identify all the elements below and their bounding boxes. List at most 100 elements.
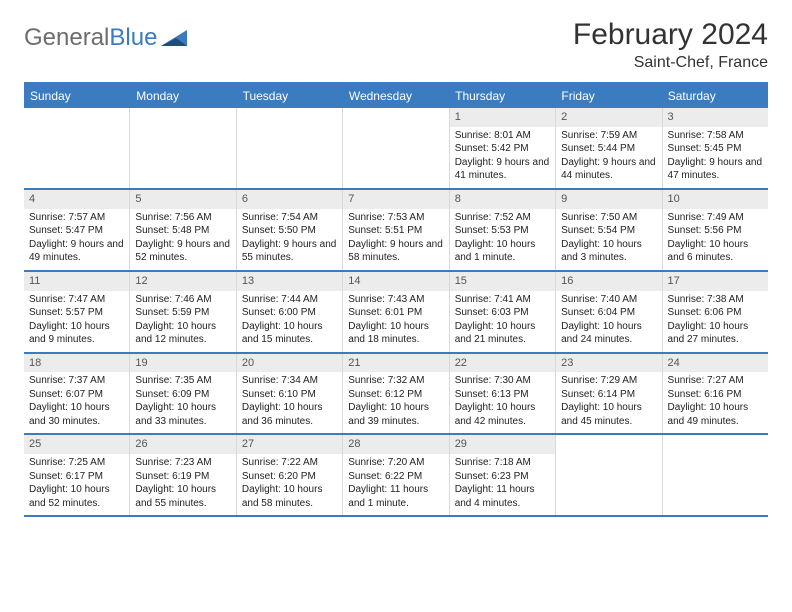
day-number: 11 [24, 272, 129, 291]
sunrise-text: Sunrise: 7:32 AM [348, 374, 443, 388]
daylight-text: Daylight: 10 hours and 6 minutes. [668, 238, 763, 265]
day-number: 8 [450, 190, 555, 209]
day-number: 17 [663, 272, 768, 291]
day-number: 4 [24, 190, 129, 209]
sunset-text: Sunset: 6:01 PM [348, 306, 443, 320]
sunset-text: Sunset: 6:07 PM [29, 388, 124, 402]
sunrise-text: Sunrise: 7:54 AM [242, 211, 337, 225]
week-row: 4 Sunrise: 7:57 AMSunset: 5:47 PM Daylight… [24, 190, 768, 272]
weekday-header: Sunday [24, 84, 130, 108]
header: GeneralBlue February 2024 Saint-Chef, Fr… [24, 18, 768, 72]
sunrise-text: Sunrise: 7:59 AM [561, 129, 656, 143]
day-cell: 5Sunrise: 7:56 AMSunset: 5:48 PMDaylight… [130, 190, 236, 270]
day-cell: 25Sunrise: 7:25 AMSunset: 6:17 PMDayligh… [24, 435, 130, 515]
daylight-text: Daylight: 10 hours and 15 minutes. [242, 320, 337, 347]
sunset-text: Sunset: 6:09 PM [135, 388, 230, 402]
day-cell: 14Sunrise: 7:43 AMSunset: 6:01 PMDayligh… [343, 272, 449, 352]
title-block: February 2024 Saint-Chef, France [573, 18, 768, 72]
day-number: 14 [343, 272, 448, 291]
day-cell: 3Sunrise: 7:58 AMSunset: 5:45 PMDaylight… [663, 108, 768, 188]
day-number: 26 [130, 435, 235, 454]
sunrise-text: Sunrise: 7:35 AM [135, 374, 230, 388]
day-number: 15 [450, 272, 555, 291]
logo: GeneralBlue [24, 18, 189, 52]
day-number: 7 [343, 190, 448, 209]
day-number: 23 [556, 354, 661, 373]
logo-triangle-icon [161, 28, 189, 48]
day-number: 13 [237, 272, 342, 291]
weekday-header-row: SundayMondayTuesdayWednesdayThursdayFrid… [24, 84, 768, 108]
day-cell: 6Sunrise: 7:54 AMSunset: 5:50 PMDaylight… [237, 190, 343, 270]
weeks-container: 1Sunrise: 8:01 AMSunset: 5:42 PMDaylight… [24, 108, 768, 517]
sunrise-text: Sunrise: 7:56 AM [135, 211, 230, 225]
daylight-text: Daylight: 10 hours and 58 minutes. [242, 483, 337, 510]
weekday-header: Tuesday [237, 84, 343, 108]
calendar-grid: SundayMondayTuesdayWednesdayThursdayFrid… [24, 82, 768, 517]
day-cell: 8Sunrise: 7:52 AMSunset: 5:53 PMDaylight… [450, 190, 556, 270]
sunset-text: Sunset: 5:50 PM [242, 224, 337, 238]
day-cell: 24Sunrise: 7:27 AMSunset: 6:16 PMDayligh… [663, 354, 768, 434]
sunrise-text: Sunrise: 7:53 AM [348, 211, 443, 225]
sunset-text: Sunset: 6:12 PM [348, 388, 443, 402]
month-title: February 2024 [573, 18, 768, 52]
sunrise-text: Sunrise: 7:20 AM [348, 456, 443, 470]
sunrise-text: Sunrise: 7:49 AM [668, 211, 763, 225]
daylight-text: Daylight: 10 hours and 3 minutes. [561, 238, 656, 265]
sunset-text: Sunset: 5:57 PM [29, 306, 124, 320]
day-number: 25 [24, 435, 129, 454]
day-number: 24 [663, 354, 768, 373]
day-number: 12 [130, 272, 235, 291]
logo-text-blue: Blue [109, 24, 157, 52]
sunset-text: Sunset: 5:44 PM [561, 142, 656, 156]
day-number: 10 [663, 190, 768, 209]
day-cell: 7Sunrise: 7:53 AMSunset: 5:51 PMDaylight… [343, 190, 449, 270]
day-cell: 4Sunrise: 7:57 AMSunset: 5:47 PMDaylight… [24, 190, 130, 270]
sunrise-text: Sunrise: 7:29 AM [561, 374, 656, 388]
daylight-text: Daylight: 11 hours and 1 minute. [348, 483, 443, 510]
sunrise-text: Sunrise: 7:30 AM [455, 374, 550, 388]
daylight-text: Daylight: 9 hours and 52 minutes. [135, 238, 230, 265]
empty-cell [24, 108, 130, 188]
sunset-text: Sunset: 6:00 PM [242, 306, 337, 320]
day-cell: 13Sunrise: 7:44 AMSunset: 6:00 PMDayligh… [237, 272, 343, 352]
week-row: 18Sunrise: 7:37 AMSunset: 6:07 PMDayligh… [24, 354, 768, 436]
day-cell: 22Sunrise: 7:30 AMSunset: 6:13 PMDayligh… [450, 354, 556, 434]
day-number: 19 [130, 354, 235, 373]
daylight-text: Daylight: 11 hours and 4 minutes. [455, 483, 550, 510]
sunset-text: Sunset: 5:56 PM [668, 224, 763, 238]
daylight-text: Daylight: 10 hours and 49 minutes. [668, 401, 763, 428]
daylight-text: Daylight: 10 hours and 42 minutes. [455, 401, 550, 428]
sunrise-text: Sunrise: 7:57 AM [29, 211, 124, 225]
day-number: 6 [237, 190, 342, 209]
sunset-text: Sunset: 6:23 PM [455, 470, 550, 484]
day-cell: 1Sunrise: 8:01 AMSunset: 5:42 PMDaylight… [450, 108, 556, 188]
empty-cell [663, 435, 768, 515]
logo-text-gray: General [24, 24, 109, 52]
sunset-text: Sunset: 6:14 PM [561, 388, 656, 402]
weekday-header: Saturday [662, 84, 768, 108]
weekday-header: Wednesday [343, 84, 449, 108]
sunrise-text: Sunrise: 7:22 AM [242, 456, 337, 470]
sunset-text: Sunset: 6:19 PM [135, 470, 230, 484]
daylight-text: Daylight: 10 hours and 33 minutes. [135, 401, 230, 428]
sunset-text: Sunset: 6:20 PM [242, 470, 337, 484]
daylight-text: Daylight: 9 hours and 44 minutes. [561, 156, 656, 183]
day-number: 5 [130, 190, 235, 209]
day-cell: 23Sunrise: 7:29 AMSunset: 6:14 PMDayligh… [556, 354, 662, 434]
sunset-text: Sunset: 5:53 PM [455, 224, 550, 238]
day-number: 29 [450, 435, 555, 454]
day-cell: 21Sunrise: 7:32 AMSunset: 6:12 PMDayligh… [343, 354, 449, 434]
sunset-text: Sunset: 5:54 PM [561, 224, 656, 238]
daylight-text: Daylight: 10 hours and 24 minutes. [561, 320, 656, 347]
sunrise-text: Sunrise: 7:43 AM [348, 293, 443, 307]
daylight-text: Daylight: 9 hours and 41 minutes. [455, 156, 550, 183]
sunrise-text: Sunrise: 7:58 AM [668, 129, 763, 143]
daylight-text: Daylight: 10 hours and 1 minute. [455, 238, 550, 265]
calendar-page: GeneralBlue February 2024 Saint-Chef, Fr… [0, 0, 792, 527]
day-number: 22 [450, 354, 555, 373]
sunset-text: Sunset: 6:22 PM [348, 470, 443, 484]
sunset-text: Sunset: 5:47 PM [29, 224, 124, 238]
sunset-text: Sunset: 5:51 PM [348, 224, 443, 238]
day-number: 28 [343, 435, 448, 454]
daylight-text: Daylight: 10 hours and 21 minutes. [455, 320, 550, 347]
